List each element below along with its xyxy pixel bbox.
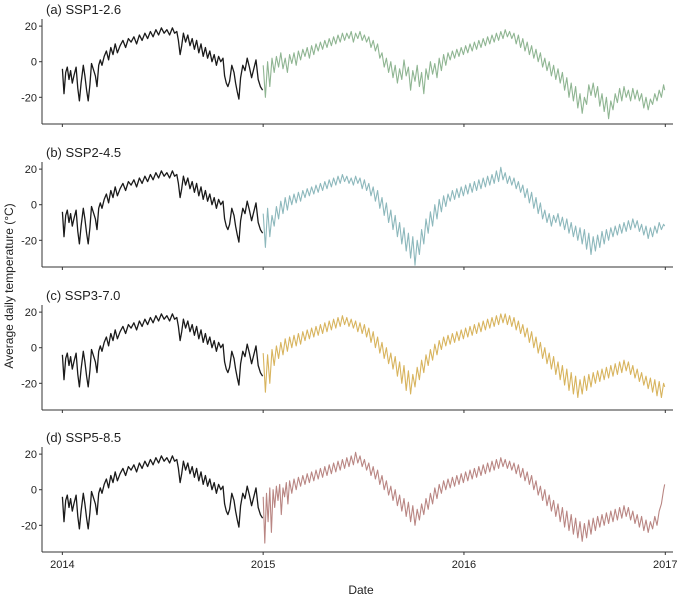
y-tick-label: 20 (25, 307, 37, 319)
y-tick-label: 0 (31, 343, 37, 355)
x-tick-label: 2016 (452, 559, 476, 571)
panel-1: (a) SSP1-2.6 20 0 -20 (21, 2, 673, 127)
historical-series-line (61, 27, 264, 102)
x-tick-label: 2015 (251, 559, 275, 571)
historical-series-line (61, 170, 264, 245)
y-tick-label: -20 (21, 520, 37, 532)
y-tick-label: 20 (25, 164, 37, 176)
x-axis: 2014 2015 2016 2017 (50, 559, 677, 571)
y-axis-label: Average daily temperature (°C) (2, 203, 16, 368)
panel-title: (c) SSP3-7.0 (46, 288, 120, 303)
panel-title: (a) SSP1-2.6 (46, 2, 121, 17)
panel-title: (d) SSP5-8.5 (46, 430, 121, 445)
scenario-series-line (262, 166, 666, 266)
y-tick-label: 20 (25, 21, 37, 33)
scenario-series-line (262, 313, 666, 399)
y-tick-label: 0 (31, 200, 37, 212)
y-tick-label: 20 (25, 449, 37, 461)
panel-2: (b) SSP2-4.5 20 0 -20 (21, 145, 673, 270)
panel-3: (c) SSP3-7.0 20 0 -20 (21, 288, 673, 413)
y-tick-label: -20 (21, 235, 37, 247)
scenario-series-line (262, 451, 666, 544)
y-tick-label: 0 (31, 485, 37, 497)
y-tick-label: -20 (21, 378, 37, 390)
historical-series-line (61, 313, 264, 388)
y-tick-label: 0 (31, 57, 37, 69)
x-axis-label: Date (348, 583, 374, 597)
x-tick-label: 2017 (653, 559, 677, 571)
panel-title: (b) SSP2-4.5 (46, 145, 121, 160)
scenario-series-line (262, 29, 666, 120)
x-tick-label: 2014 (50, 559, 74, 571)
panel-4: (d) SSP5-8.5 20 0 -20 (21, 430, 673, 555)
y-tick-label: -20 (21, 92, 37, 104)
historical-series-line (61, 455, 264, 530)
